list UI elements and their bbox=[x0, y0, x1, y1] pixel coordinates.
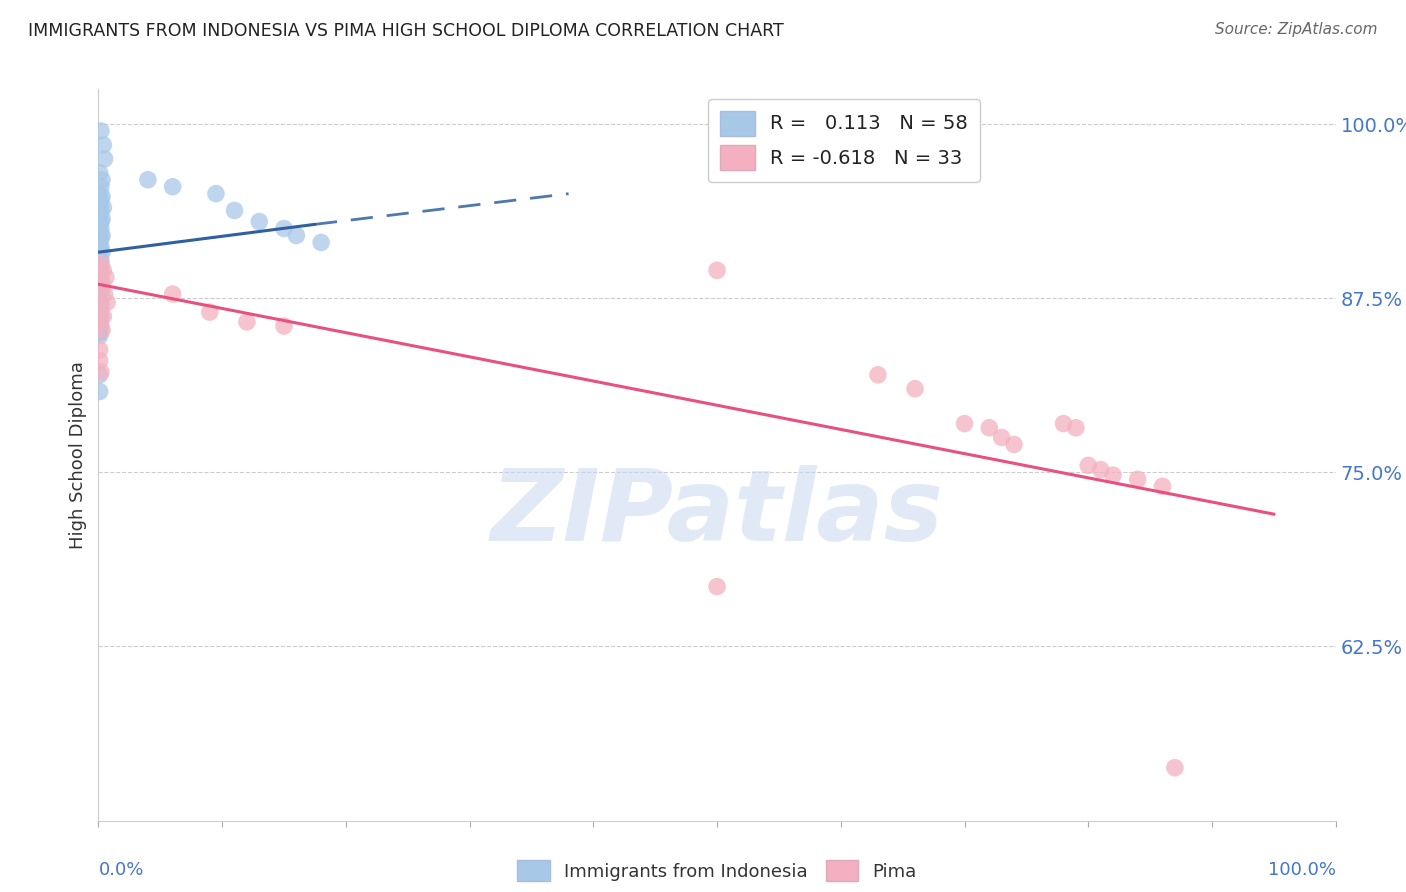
Point bbox=[89, 343, 111, 357]
Y-axis label: High School Diploma: High School Diploma bbox=[69, 361, 87, 549]
Point bbox=[90, 319, 112, 334]
Point bbox=[89, 328, 111, 343]
Legend: Immigrants from Indonesia, Pima: Immigrants from Indonesia, Pima bbox=[510, 853, 924, 888]
Point bbox=[89, 301, 111, 315]
Point bbox=[90, 203, 112, 218]
Point bbox=[236, 315, 259, 329]
Point bbox=[90, 259, 112, 273]
Point bbox=[91, 245, 114, 260]
Point bbox=[866, 368, 889, 382]
Point bbox=[162, 179, 184, 194]
Point bbox=[89, 293, 111, 308]
Point bbox=[90, 221, 112, 235]
Point bbox=[1164, 761, 1187, 775]
Point bbox=[89, 186, 111, 201]
Text: Source: ZipAtlas.com: Source: ZipAtlas.com bbox=[1215, 22, 1378, 37]
Point bbox=[247, 214, 270, 228]
Point bbox=[89, 256, 111, 270]
Text: ZIPatlas: ZIPatlas bbox=[491, 465, 943, 562]
Point bbox=[89, 312, 111, 326]
Point bbox=[89, 326, 111, 340]
Point bbox=[1064, 421, 1087, 435]
Point bbox=[285, 228, 308, 243]
Point bbox=[90, 298, 112, 312]
Point bbox=[90, 310, 112, 324]
Point bbox=[706, 580, 728, 594]
Text: 100.0%: 100.0% bbox=[1268, 861, 1336, 879]
Point bbox=[205, 186, 228, 201]
Point bbox=[90, 256, 112, 270]
Point bbox=[90, 253, 112, 268]
Point bbox=[91, 323, 114, 337]
Point bbox=[1090, 462, 1112, 476]
Point bbox=[89, 235, 111, 250]
Point bbox=[1152, 479, 1174, 493]
Point bbox=[89, 315, 111, 329]
Point bbox=[93, 310, 115, 324]
Point bbox=[89, 368, 111, 382]
Point bbox=[89, 208, 111, 222]
Point bbox=[89, 270, 111, 285]
Point bbox=[706, 263, 728, 277]
Point bbox=[91, 277, 114, 292]
Point bbox=[89, 287, 111, 301]
Point bbox=[1077, 458, 1099, 473]
Point bbox=[96, 295, 118, 310]
Point bbox=[91, 211, 114, 226]
Text: 0.0%: 0.0% bbox=[98, 861, 143, 879]
Point bbox=[93, 201, 115, 215]
Point bbox=[273, 319, 295, 334]
Point bbox=[89, 166, 111, 180]
Point bbox=[89, 384, 111, 399]
Point bbox=[93, 263, 115, 277]
Point bbox=[162, 287, 184, 301]
Point bbox=[90, 239, 112, 253]
Text: IMMIGRANTS FROM INDONESIA VS PIMA HIGH SCHOOL DIPLOMA CORRELATION CHART: IMMIGRANTS FROM INDONESIA VS PIMA HIGH S… bbox=[28, 22, 785, 40]
Point bbox=[1102, 468, 1125, 483]
Point bbox=[89, 218, 111, 232]
Point bbox=[91, 228, 114, 243]
Point bbox=[89, 305, 111, 319]
Point bbox=[309, 235, 332, 250]
Point bbox=[90, 301, 112, 315]
Point bbox=[904, 382, 927, 396]
Point bbox=[89, 198, 111, 212]
Point bbox=[89, 315, 111, 329]
Point bbox=[90, 194, 112, 208]
Point bbox=[89, 243, 111, 257]
Point bbox=[90, 179, 112, 194]
Point bbox=[89, 263, 111, 277]
Point bbox=[953, 417, 976, 431]
Point bbox=[89, 277, 111, 292]
Point bbox=[1126, 472, 1149, 486]
Point bbox=[89, 354, 111, 368]
Point bbox=[273, 221, 295, 235]
Point bbox=[90, 291, 112, 305]
Point bbox=[198, 305, 221, 319]
Point bbox=[90, 124, 112, 138]
Point bbox=[90, 284, 112, 298]
Point bbox=[91, 173, 114, 187]
Point bbox=[93, 287, 115, 301]
Point bbox=[94, 270, 117, 285]
Point bbox=[89, 249, 111, 263]
Point bbox=[90, 231, 112, 245]
Point bbox=[90, 365, 112, 379]
Point bbox=[93, 137, 115, 152]
Point bbox=[90, 273, 112, 287]
Point bbox=[90, 214, 112, 228]
Point bbox=[990, 430, 1012, 444]
Point bbox=[89, 323, 111, 337]
Point bbox=[93, 152, 115, 166]
Point bbox=[1052, 417, 1074, 431]
Point bbox=[136, 173, 159, 187]
Point bbox=[89, 226, 111, 240]
Point bbox=[1002, 437, 1025, 451]
Point bbox=[979, 421, 1001, 435]
Point bbox=[91, 281, 114, 295]
Point bbox=[224, 203, 246, 218]
Point bbox=[91, 189, 114, 203]
Point bbox=[90, 268, 112, 282]
